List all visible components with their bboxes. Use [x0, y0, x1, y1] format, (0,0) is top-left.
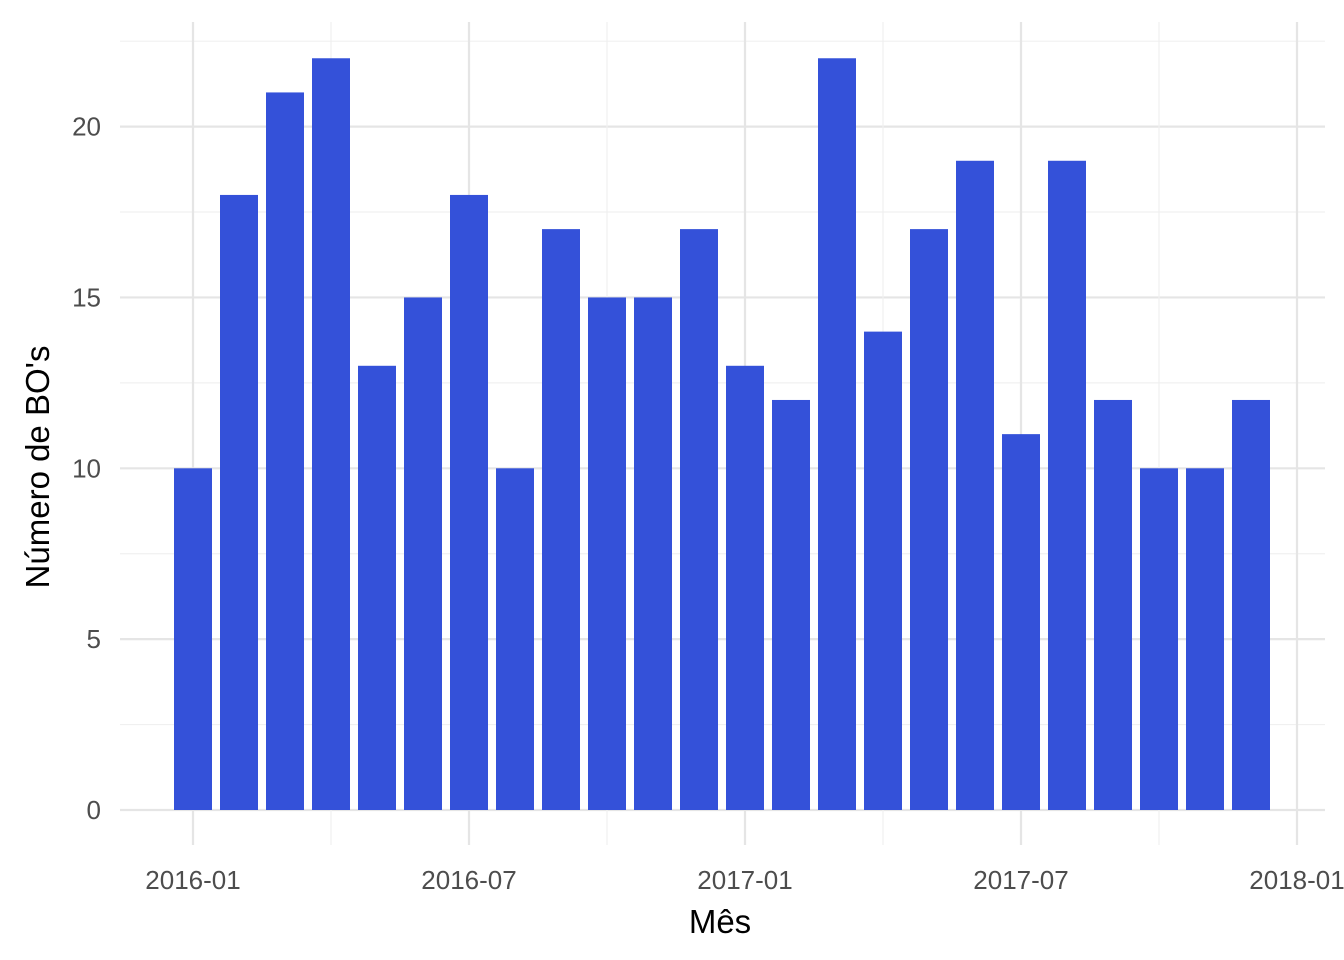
- y-tick-label: 15: [72, 282, 101, 312]
- bar-2016-05: [358, 365, 396, 810]
- bar-2016-02: [220, 194, 258, 810]
- bar-2016-09: [542, 229, 580, 811]
- bar-2016-07: [450, 194, 488, 810]
- y-axis-title: Número de BO's: [19, 346, 56, 589]
- bar-2017-09: [1094, 399, 1132, 810]
- bar-2016-06: [404, 297, 442, 810]
- bar-2017-07: [1002, 434, 1040, 810]
- bar-2017-06: [956, 160, 994, 810]
- x-tick-label: 2016-01: [145, 865, 240, 895]
- y-tick-label: 5: [87, 624, 101, 654]
- bar-2016-04: [312, 58, 350, 810]
- bar-2016-03: [266, 92, 304, 811]
- bar-2017-03: [818, 58, 856, 810]
- bar-2016-12: [680, 229, 718, 811]
- y-tick-label: 20: [72, 112, 101, 142]
- bar-2017-11: [1186, 468, 1224, 810]
- y-tick-label: 0: [87, 795, 101, 825]
- x-axis-title: Mês: [689, 903, 751, 940]
- bars: [174, 58, 1270, 811]
- y-tick-label: 10: [72, 453, 101, 483]
- x-tick-label: 2018-01: [1249, 865, 1344, 895]
- x-tick-label: 2017-07: [973, 865, 1068, 895]
- bar-2017-10: [1140, 468, 1178, 810]
- bar-2017-05: [910, 229, 948, 811]
- bar-2016-10: [588, 297, 626, 810]
- bar-2017-04: [864, 331, 902, 810]
- bar-2016-11: [634, 297, 672, 810]
- y-axis-ticks: 0 5 10 15 20: [72, 112, 101, 825]
- x-tick-label: 2016-07: [421, 865, 516, 895]
- bar-2017-02: [772, 399, 810, 810]
- bar-2017-01: [726, 365, 764, 810]
- bar-2017-12: [1232, 399, 1270, 810]
- bar-2016-08: [496, 468, 534, 810]
- bar-2016-01: [174, 468, 212, 810]
- x-axis-ticks: 2016-01 2016-07 2017-01 2017-07 2018-01: [145, 865, 1344, 895]
- x-tick-label: 2017-01: [697, 865, 792, 895]
- bar-2017-08: [1048, 160, 1086, 810]
